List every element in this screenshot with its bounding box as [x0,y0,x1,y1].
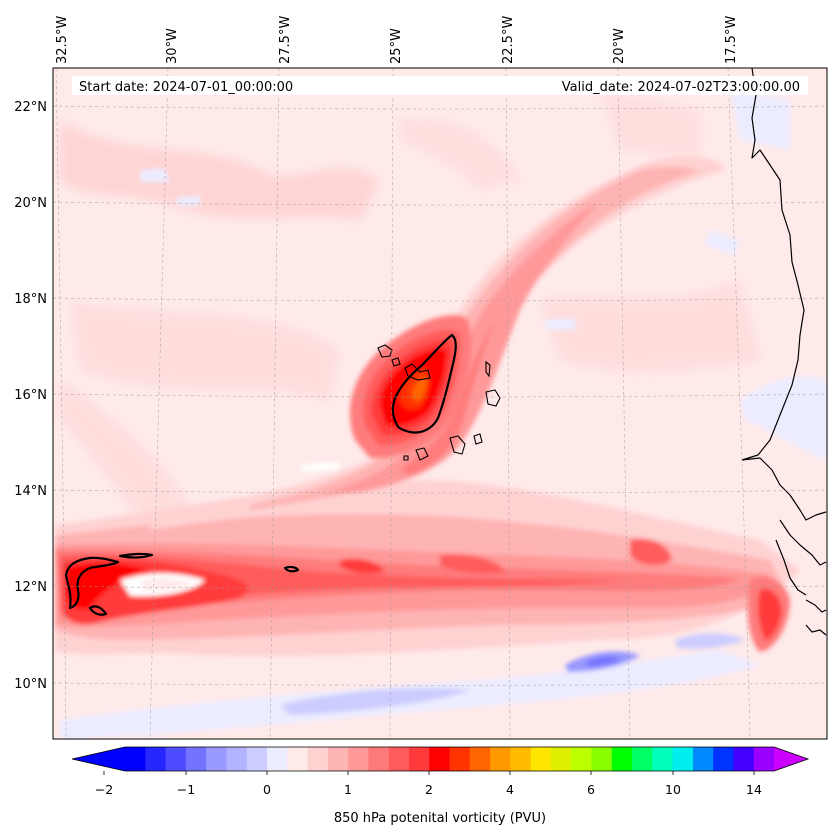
lat-label: 12°N [14,580,47,595]
lat-label: 18°N [14,292,47,307]
colorbar-swatch [429,747,451,771]
colorbar-tick-label: 2 [425,782,433,797]
colorbar-swatch [591,747,613,771]
cabo-verde-islands [377,344,501,461]
colorbar-ticks: −2 −1 0 1 2 4 6 10 14 [95,782,762,797]
lon-labels: 32.5°W 30°W 27.5°W 25°W 22.5°W 20°W 17.5… [55,16,739,64]
lon-label: 27.5°W [278,16,293,64]
colorbar-swatch [266,747,288,771]
colorbar-swatch [733,747,755,771]
pv-contours [64,333,457,616]
colorbar-tick-label: 14 [746,782,762,797]
colorbar-swatch [571,747,593,771]
map-frame [52,67,828,740]
colorbar-over-arrow [774,747,808,771]
colorbar-swatch [206,747,228,771]
colorbar-tick-label: −2 [95,782,113,797]
colorbar-swatch [672,747,694,771]
colorbar-tick-label: 10 [665,782,681,797]
pv-field-background [60,90,760,530]
lat-label: 16°N [14,388,47,403]
lon-label: 22.5°W [501,16,516,64]
colorbar [71,746,810,775]
colorbar-tick-label: 0 [263,782,271,797]
colorbar-under-arrow [72,747,125,771]
pv-filament [150,155,725,530]
colorbar-swatch [530,747,552,771]
colorbar-swatch [652,747,674,771]
gridlines [53,68,827,739]
colorbar-swatch [510,747,532,771]
colorbar-swatch [145,747,167,771]
lon-label: 30°W [165,28,180,64]
colorbar-swatch [490,747,511,771]
colorbar-swatch [348,747,369,771]
pv-negative-patches [60,90,826,739]
lat-label: 22°N [14,100,47,115]
colorbar-swatch [125,747,146,771]
colorbar-swatch [185,747,207,771]
colorbar-swatch [449,747,471,771]
colorbar-swatch [327,747,349,771]
valid-date-label: Valid_date: 2024-07-02T23:00:00.00 [562,80,800,95]
colorbar-swatch [287,747,309,771]
pv-zonal-band [55,480,800,657]
colorbar-swatch [753,747,775,771]
colorbar-label: 850 hPa potenital vorticity (PVU) [334,811,546,826]
colorbar-swatch [165,747,187,771]
colorbar-tick-label: 4 [506,782,514,797]
lon-label: 32.5°W [55,16,70,64]
colorbar-tick-label: 6 [587,782,595,797]
coastline [741,68,827,636]
colorbar-swatch [692,747,714,771]
lat-label: 10°N [14,677,47,692]
lat-label: 14°N [14,484,47,499]
start-date-label: Start date: 2024-07-01_00:00:00 [79,80,293,95]
colorbar-tick-label: 1 [344,782,352,797]
colorbar-tick-label: −1 [177,782,195,797]
colorbar-swatch [388,747,410,771]
colorbar-swatch [632,747,653,771]
colorbar-swatch [611,747,633,771]
map-panel[interactable] [53,68,827,739]
colorbar-swatch [469,747,491,771]
lat-label: 20°N [14,196,47,211]
colorbar-swatch [408,747,430,771]
lon-label: 25°W [389,28,404,64]
colorbar-swatch [246,747,268,771]
colorbar-swatch [368,747,390,771]
lat-labels: 22°N 20°N 18°N 16°N 14°N 12°N 10°N [14,100,47,692]
pv-cyclone-core [350,315,471,459]
lon-label: 17.5°W [724,16,739,64]
header-strip [72,76,808,95]
colorbar-swatch [226,747,248,771]
colorbar-swatch [307,747,329,771]
colorbar-swatch [713,747,735,771]
colorbar-swatch [550,747,572,771]
colorbar-outline [71,746,810,772]
lon-label: 20°W [612,28,627,64]
